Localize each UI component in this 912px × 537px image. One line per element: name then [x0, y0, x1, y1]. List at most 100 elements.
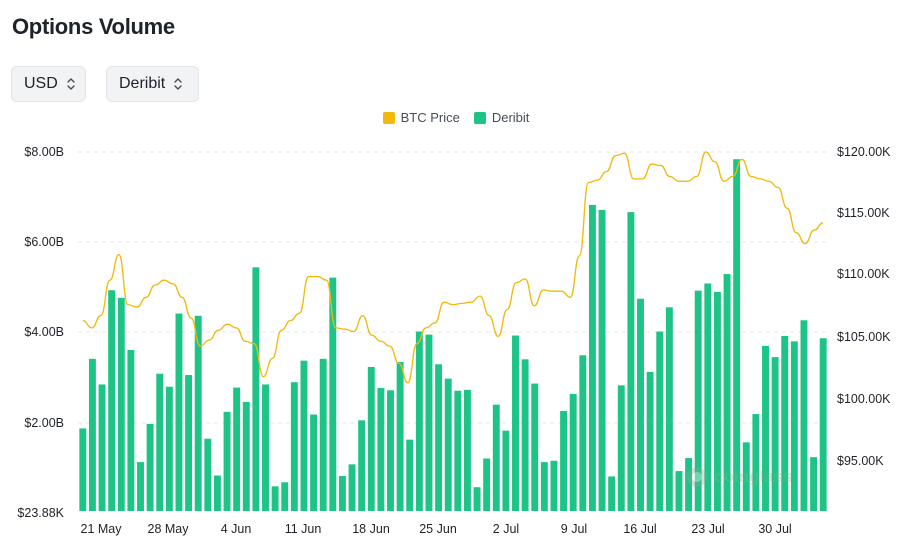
- x-axis-tick-label: 23 Jul: [691, 522, 724, 536]
- legend-swatch-deribit: [473, 111, 486, 124]
- deribit-bar: [656, 331, 664, 511]
- deribit-bar: [396, 362, 404, 511]
- deribit-bar: [300, 360, 308, 511]
- deribit-bar: [723, 274, 731, 511]
- deribit-bar: [800, 320, 808, 511]
- updown-chevron-icon: [173, 76, 183, 92]
- deribit-bar: [550, 460, 558, 511]
- right-axis-tick-label: $120.00K: [837, 145, 891, 159]
- deribit-bar: [98, 384, 106, 511]
- x-axis-tick-label: 21 May: [81, 522, 123, 536]
- deribit-bar: [425, 334, 433, 511]
- right-axis-tick-label: $95.00K: [837, 454, 884, 468]
- deribit-bar: [319, 358, 327, 511]
- currency-select[interactable]: USD: [11, 66, 86, 102]
- deribit-bar: [233, 387, 241, 511]
- deribit-bar: [79, 428, 87, 511]
- deribit-bar: [646, 371, 654, 511]
- deribit-bar: [675, 471, 683, 511]
- deribit-bar: [704, 283, 712, 511]
- deribit-bar: [108, 290, 116, 511]
- deribit-bar: [415, 331, 423, 511]
- deribit-bar: [281, 482, 289, 511]
- deribit-bar: [569, 393, 577, 511]
- deribit-bar: [531, 383, 539, 511]
- deribit-bar: [117, 297, 125, 511]
- deribit-bar: [713, 292, 721, 511]
- deribit-bar: [223, 411, 231, 511]
- left-axis-tick-label: $4.00B: [24, 325, 64, 339]
- deribit-bar: [444, 378, 452, 511]
- x-axis-tick-label: 18 Jun: [352, 522, 390, 536]
- deribit-bar: [665, 307, 673, 511]
- right-axis-tick-label: $110.00K: [837, 267, 890, 281]
- deribit-bar: [185, 375, 193, 511]
- deribit-bar: [156, 373, 164, 511]
- page-title: Options Volume: [12, 14, 175, 39]
- deribit-bar: [752, 414, 760, 511]
- deribit-bar: [348, 464, 356, 511]
- deribit-bar: [579, 355, 587, 511]
- deribit-bar: [810, 457, 818, 511]
- watermark: coinglass: [686, 466, 792, 488]
- currency-select-label: USD: [24, 75, 58, 92]
- deribit-bar: [608, 476, 616, 511]
- deribit-bar: [627, 212, 635, 511]
- right-axis-tick-label: $105.00K: [837, 330, 891, 344]
- deribit-bar: [146, 423, 154, 511]
- legend-item-deribit[interactable]: Deribit: [473, 110, 530, 125]
- legend-item-btc-price[interactable]: BTC Price: [382, 110, 460, 125]
- deribit-bar: [204, 438, 212, 511]
- updown-chevron-icon: [66, 76, 76, 92]
- watermark-text: coinglass: [714, 467, 793, 486]
- deribit-bar: [733, 159, 741, 511]
- deribit-bar: [387, 390, 394, 511]
- deribit-bar: [685, 458, 693, 511]
- deribit-bar: [512, 335, 519, 511]
- chart-legend: BTC Price Deribit: [0, 110, 912, 125]
- deribit-bar: [137, 462, 144, 511]
- legend-label-btc-price: BTC Price: [400, 110, 460, 125]
- deribit-bar: [271, 486, 279, 511]
- deribit-bar: [463, 389, 471, 511]
- deribit-bar: [521, 359, 529, 511]
- deribit-bar: [483, 458, 491, 511]
- deribit-bar: [175, 313, 183, 511]
- deribit-bar: [598, 209, 606, 511]
- left-axis-tick-label: $8.00B: [24, 145, 64, 159]
- deribit-bar: [473, 487, 481, 511]
- legend-label-deribit: Deribit: [491, 110, 530, 125]
- deribit-bar: [454, 390, 462, 511]
- deribit-bar: [88, 358, 96, 511]
- left-axis-tick-label: $23.88K: [17, 506, 64, 520]
- legend-swatch-btc-price: [382, 111, 395, 124]
- x-axis-tick-label: 30 Jul: [758, 522, 791, 536]
- deribit-bar: [290, 382, 298, 511]
- coinglass-logo-icon: [687, 467, 707, 487]
- deribit-bar: [242, 401, 250, 511]
- deribit-bar: [435, 364, 443, 511]
- deribit-bar: [165, 386, 173, 511]
- exchange-select[interactable]: Deribit: [106, 66, 199, 102]
- deribit-bar: [617, 385, 625, 511]
- right-axis-tick-label: $115.00K: [837, 206, 890, 220]
- left-axis-tick-label: $2.00B: [24, 416, 64, 430]
- deribit-bar: [588, 204, 596, 511]
- deribit-bar: [694, 290, 702, 511]
- deribit-bar: [252, 267, 260, 511]
- x-axis-tick-label: 9 Jul: [561, 522, 587, 536]
- left-axis-tick-label: $6.00B: [24, 235, 64, 249]
- right-axis-tick-label: $100.00K: [837, 392, 891, 406]
- exchange-select-label: Deribit: [119, 75, 166, 92]
- deribit-bar: [540, 462, 548, 511]
- deribit-bar: [213, 475, 221, 511]
- deribit-bar: [338, 476, 346, 511]
- deribit-bar: [492, 404, 500, 511]
- deribit-bar: [262, 384, 269, 511]
- deribit-bar: [819, 338, 827, 511]
- x-axis-tick-label: 11 Jun: [285, 522, 322, 536]
- deribit-bar: [771, 357, 779, 511]
- btc-price-line: [82, 151, 824, 384]
- deribit-bar: [194, 315, 202, 511]
